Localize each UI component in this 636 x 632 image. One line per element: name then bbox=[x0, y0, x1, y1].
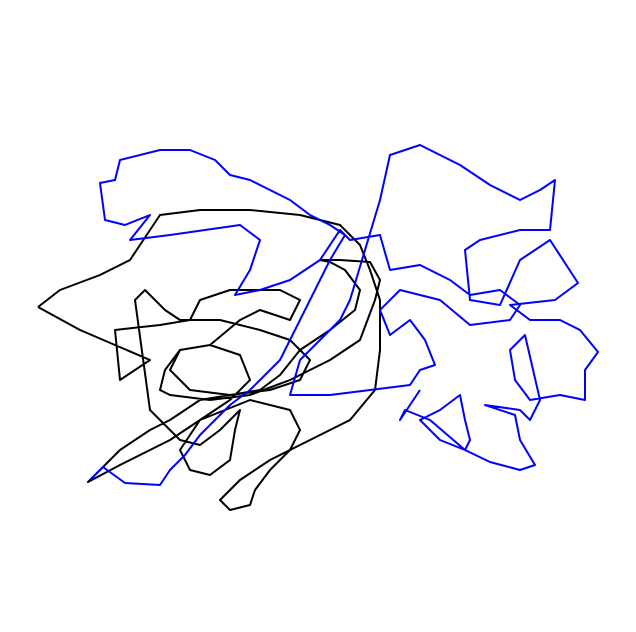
trajectory-line bbox=[89, 144, 599, 486]
trajectory-line bbox=[37, 209, 381, 511]
